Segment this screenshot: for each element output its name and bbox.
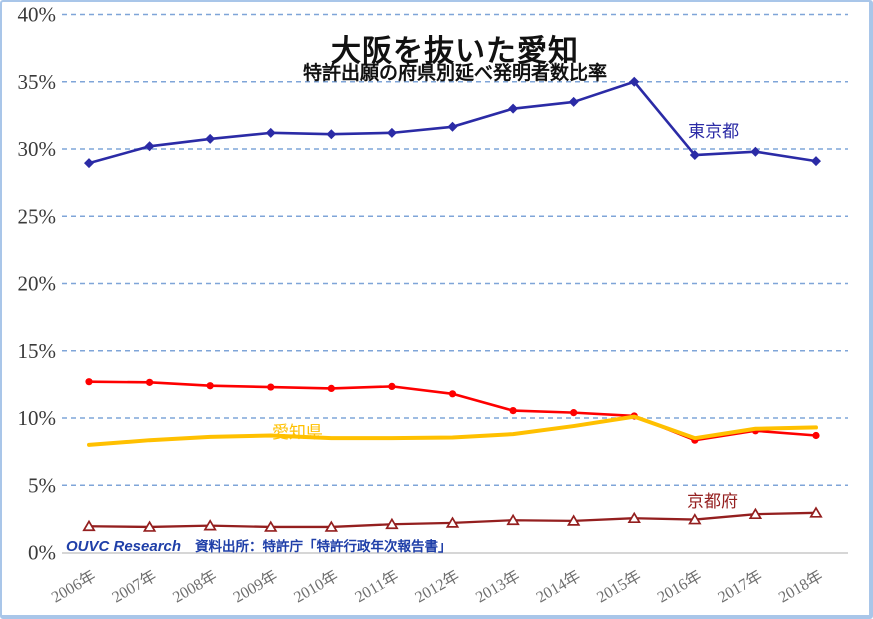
y-tick-label: 25% <box>18 204 57 228</box>
marker-circle-series-red-unlabeled <box>267 383 275 391</box>
marker-circle-series-red-unlabeled <box>206 382 214 390</box>
y-tick-label: 10% <box>18 406 57 430</box>
marker-circle-series-red-unlabeled <box>327 384 335 393</box>
marker-triangle-kyoto <box>688 513 702 525</box>
marker-diamond-tokyo <box>810 156 821 167</box>
marker-triangle-kyoto <box>445 516 460 528</box>
marker-diamond-tokyo <box>750 146 761 157</box>
x-tick-label: 2013年 <box>472 567 523 607</box>
x-tick-label: 2012年 <box>412 567 463 607</box>
y-tick-label: 30% <box>18 137 57 161</box>
marker-diamond-tokyo <box>265 127 276 138</box>
marker-diamond-tokyo <box>447 121 458 132</box>
x-tick-label: 2017年 <box>715 567 766 607</box>
x-tick-label: 2011年 <box>352 567 402 606</box>
marker-triangle-kyoto <box>385 517 399 530</box>
series-label-aichi: 愛知県 <box>272 423 323 442</box>
marker-triangle-kyoto <box>506 513 520 526</box>
marker-diamond-tokyo <box>326 129 337 140</box>
y-tick-label: 15% <box>18 339 57 363</box>
y-tick-label: 20% <box>18 272 57 296</box>
marker-diamond-tokyo <box>84 158 94 169</box>
x-tick-label: 2016年 <box>654 567 705 607</box>
marker-triangle-kyoto <box>264 520 278 532</box>
marker-diamond-tokyo <box>386 127 397 138</box>
y-tick-label: 0% <box>28 541 56 565</box>
marker-circle-series-red-unlabeled <box>388 382 396 390</box>
brand-text: OUVC Research <box>66 538 182 555</box>
series-label-kyoto: 京都府 <box>687 492 738 511</box>
marker-diamond-tokyo <box>144 141 155 152</box>
x-tick-label: 2014年 <box>533 567 584 607</box>
marker-diamond-tokyo <box>689 150 700 161</box>
series-line-aichi <box>87 414 818 447</box>
marker-diamond-tokyo <box>205 133 216 144</box>
chart-title: 大阪を抜いた愛知 <box>331 35 579 68</box>
y-tick-label: 35% <box>18 70 57 94</box>
marker-triangle-kyoto <box>566 514 581 526</box>
chart-subtitle: 特許出願の府県別延べ発明者数比率 <box>302 63 607 84</box>
x-tick-label: 2008年 <box>170 567 221 607</box>
x-tick-label: 2015年 <box>594 567 645 607</box>
x-tick-label: 2007年 <box>109 567 160 607</box>
marker-circle-series-red-unlabeled <box>145 378 154 386</box>
source-note: OUVC Research 資料出所：特許庁「特許行政年次報告書」 <box>66 535 452 555</box>
marker-triangle-kyoto <box>627 511 641 524</box>
x-tick-label: 2010年 <box>291 567 342 607</box>
series-label-tokyo: 東京都 <box>688 122 739 141</box>
marker-triangle-kyoto <box>203 519 217 531</box>
x-tick-label: 2006年 <box>48 567 99 607</box>
marker-circle-series-red-unlabeled <box>570 409 578 417</box>
marker-diamond-tokyo <box>508 103 519 114</box>
y-tick-label: 5% <box>28 473 56 497</box>
marker-triangle-kyoto <box>748 507 763 520</box>
marker-diamond-tokyo <box>568 96 579 107</box>
marker-triangle-kyoto <box>82 519 96 532</box>
marker-circle-series-red-unlabeled <box>85 378 93 386</box>
y-tick-label: 40% <box>18 3 57 27</box>
marker-circle-series-red-unlabeled <box>812 431 820 440</box>
marker-triangle-kyoto <box>324 520 339 532</box>
x-tick-label: 2018年 <box>775 567 826 607</box>
marker-circle-series-red-unlabeled <box>448 390 457 398</box>
x-tick-label: 2009年 <box>230 567 281 607</box>
source-text: 資料出所：特許庁「特許行政年次報告書」 <box>195 539 452 554</box>
marker-diamond-tokyo <box>629 76 640 87</box>
marker-triangle-kyoto <box>809 506 823 518</box>
marker-triangle-kyoto <box>142 520 157 532</box>
marker-circle-series-red-unlabeled <box>509 407 517 415</box>
